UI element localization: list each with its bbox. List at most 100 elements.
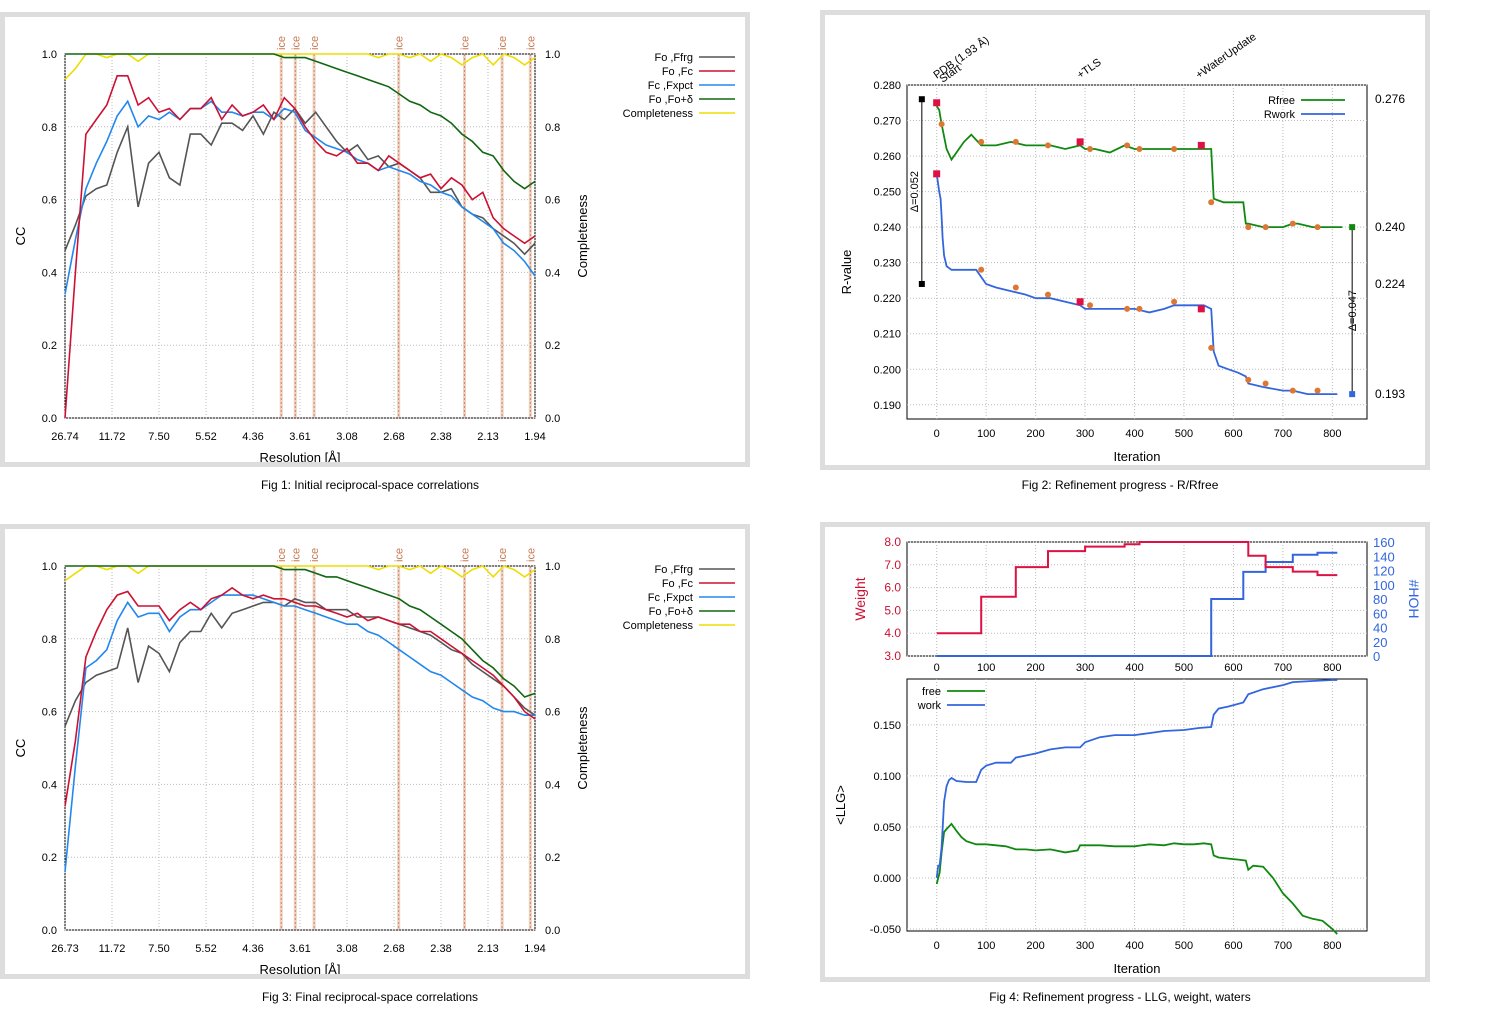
fig4-top-x-tick-label: 600 — [1224, 662, 1242, 674]
fig1-legend-label-1: Fo ,Fc — [662, 66, 694, 78]
fig1-x-tick-label: 11.72 — [99, 431, 126, 443]
fig4-top-y2-tick-label: 60 — [1373, 606, 1387, 621]
fig2-x-axis-label: Iteration — [1114, 449, 1161, 464]
fig2-y-axis-label: R-value — [839, 250, 854, 295]
fig2-y-tick-label: 0.230 — [873, 258, 901, 270]
fig2-marker-orange — [1171, 145, 1178, 152]
fig4-top-x-tick-label: 400 — [1125, 662, 1143, 674]
fig3-x-tick-label: 26.73 — [51, 943, 79, 955]
fig2-marker-red — [1197, 141, 1205, 149]
fig1-ice-label: ice — [309, 36, 321, 50]
fig3-y2-axis-label: Completeness — [575, 706, 590, 790]
fig1-ice-label: ice — [276, 36, 288, 50]
fig2-x-tick-label: 400 — [1125, 428, 1143, 440]
fig3-chart: 0.0 0.0 0.2 0.2 0.4 0.4 0.6 0.6 0.8 0.8 1.0 1.0 26.7… — [13, 548, 735, 974]
fig3-caption: Fig 3: Final reciprocal-space correlatio… — [261, 990, 479, 1004]
fig3-ice-label: ice — [460, 548, 472, 562]
fig3-series-3 — [65, 565, 536, 698]
fig2-top-label-3: +WaterUpdate — [1194, 31, 1259, 81]
fig4-bottom-x-tick-label: 600 — [1224, 940, 1242, 952]
fig1-y-tick-label: 0.6 — [42, 195, 57, 207]
fig4-bottom-x-tick-label: 400 — [1125, 940, 1143, 952]
fig3-series-0 — [64, 597, 536, 727]
fig4-legend-label-0: free — [922, 686, 941, 698]
fig2-y-tick-label: 0.240 — [873, 222, 901, 234]
fig2-marker-orange — [1208, 344, 1215, 351]
fig4-top-y2-tick-label: 40 — [1373, 621, 1387, 636]
fig1-ice-label: ice — [290, 36, 302, 50]
fig3-x-tick-label: 3.08 — [336, 943, 357, 955]
fig2-marker-red — [1076, 298, 1084, 306]
fig2-marker-orange — [1245, 224, 1252, 231]
fig4-top-y2-tick-label: 100 — [1373, 578, 1395, 593]
fig2-y-tick-label: 0.210 — [873, 329, 901, 341]
fig4-series-free — [935, 822, 1338, 935]
fig3-y-tick-label: 0.0 — [42, 925, 57, 937]
fig3-y-tick-label: 1.0 — [42, 561, 57, 573]
fig1-y-tick-label: 1.0 — [42, 49, 57, 61]
fig4-bottom-y-tick-label: -0.050 — [870, 924, 901, 936]
fig4-top-x-tick-label: 800 — [1323, 662, 1341, 674]
fig3-y-tick-label: 0.8 — [42, 634, 57, 646]
fig2-y-tick-label: 0.250 — [873, 187, 901, 199]
fig2-marker-orange — [1171, 298, 1178, 305]
fig3-ice-label: ice — [290, 548, 302, 562]
fig4-top-x-tick-label: 300 — [1076, 662, 1094, 674]
fig4-top-y2-tick-label: 0 — [1373, 649, 1380, 664]
fig2-marker-orange — [978, 138, 985, 145]
fig2-marker-orange — [1289, 387, 1296, 394]
fig1-series-2 — [64, 99, 536, 295]
fig1-y-tick-label: 0.0 — [42, 413, 57, 425]
fig2-marker-orange — [938, 121, 945, 128]
fig1-series-4 — [64, 53, 536, 81]
fig2-final-rwork-marker — [1349, 391, 1356, 398]
fig4-top-y-tick-label: 5.0 — [884, 603, 901, 617]
fig1-y-tick-label: 0.8 — [42, 122, 57, 134]
fig1-series-1 — [64, 75, 536, 419]
fig4-legend-label-1: work — [917, 700, 942, 712]
fig4-top-y-tick-label: 3.0 — [884, 649, 901, 663]
fig1-y2-tick-label: 0.8 — [545, 122, 560, 134]
fig3-y2-tick-label: 0.4 — [545, 779, 560, 791]
fig1-ice-label: ice — [525, 36, 537, 50]
fig2-series-rwork — [935, 173, 1338, 395]
fig3-legend-label-0: Fo ,Ffrg — [654, 564, 693, 576]
fig4-bottom-x-tick-label: 800 — [1323, 940, 1341, 952]
fig3-x-tick-label: 11.72 — [99, 943, 126, 955]
fig1-y2-tick-label: 0.4 — [545, 267, 560, 279]
fig4-caption: Fig 4: Refinement progress - LLG, weight… — [989, 990, 1251, 1004]
fig2-marker-orange — [1262, 224, 1269, 231]
fig3-ice-label: ice — [276, 548, 288, 562]
fig2-y-tick-label: 0.190 — [873, 400, 901, 412]
fig4-top-y2-tick-label: 20 — [1373, 635, 1387, 650]
fig2-y-tick-label: 0.260 — [873, 151, 901, 163]
fig2-marker-orange — [1262, 380, 1269, 387]
fig2-y-tick-label: 0.270 — [873, 116, 901, 128]
fig1-panel: 0.0 0.0 0.2 0.2 0.4 0.4 0.6 0.6 0.8 0.8 1.0 1.0 26.7… — [0, 12, 750, 467]
fig3-x-tick-label: 2.13 — [477, 943, 498, 955]
fig4-top-y-tick-label: 4.0 — [884, 626, 901, 640]
fig1-legend-label-2: Fc ,Fxpct — [648, 80, 693, 92]
fig3-y-tick-label: 0.2 — [42, 852, 57, 864]
fig4-top-y2-tick-label: 80 — [1373, 592, 1387, 607]
fig1-legend-label-4: Completeness — [623, 108, 694, 120]
fig2-marker-red — [933, 170, 941, 178]
fig1-x-tick-label: 1.94 — [524, 431, 545, 443]
fig1-series-3 — [65, 53, 536, 190]
fig4-top-y-tick-label: 8.0 — [884, 535, 901, 549]
fig2-marker-red — [933, 99, 941, 107]
fig4-bottom-plot-frame — [906, 678, 1368, 932]
fig2-delta-right-label: Δ=0.047 — [1347, 290, 1359, 331]
fig4-series-work — [935, 679, 1338, 879]
fig1-x-tick-label: 3.61 — [289, 431, 310, 443]
fig4-top-y-tick-label: 7.0 — [884, 558, 901, 572]
fig2-caption: Fig 2: Refinement progress - R/Rfree — [1021, 478, 1219, 492]
fig2-marker-orange — [1314, 387, 1321, 394]
fig1-x-tick-label: 2.38 — [430, 431, 451, 443]
fig4-top-y2-tick-label: 120 — [1373, 564, 1395, 579]
fig3-legend-label-4: Completeness — [623, 620, 694, 632]
fig2-marker-orange — [1012, 138, 1019, 145]
fig3-x-tick-label: 5.52 — [195, 943, 216, 955]
fig4-top-plot-frame — [906, 541, 1368, 657]
fig2-marker-orange — [1012, 284, 1019, 291]
